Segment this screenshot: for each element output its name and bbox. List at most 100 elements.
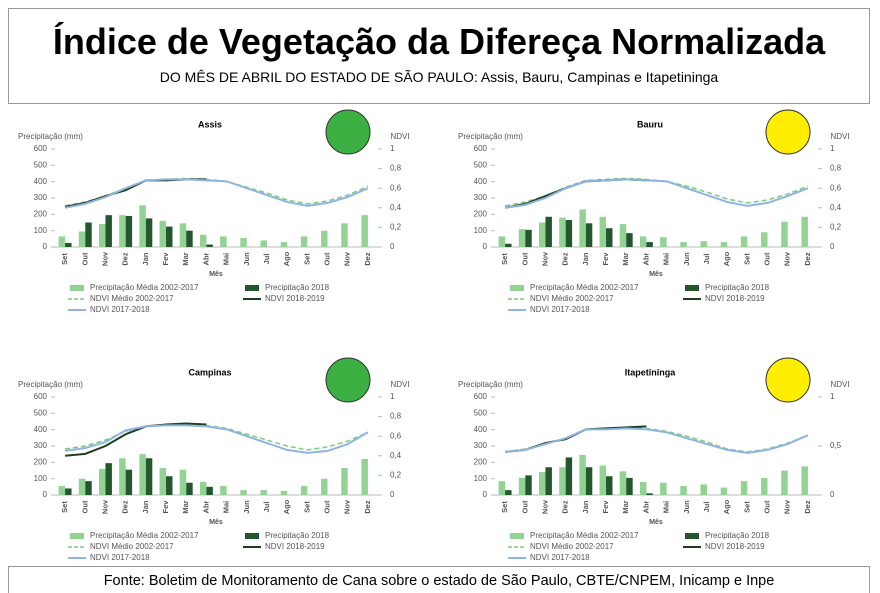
bar bbox=[545, 216, 552, 247]
y-tick-label: 600 bbox=[34, 144, 48, 153]
bar bbox=[186, 230, 193, 247]
bar bbox=[781, 470, 788, 495]
bar bbox=[639, 481, 647, 495]
x-tick-label: Abr bbox=[201, 252, 210, 265]
ndvi-line bbox=[504, 177, 809, 207]
bar bbox=[680, 486, 687, 495]
y-tick-label: 500 bbox=[474, 160, 488, 169]
footer: Fonte: Boletim de Monitoramento de Cana … bbox=[8, 566, 870, 593]
bar bbox=[186, 482, 193, 495]
bar bbox=[599, 216, 607, 247]
y2-tick-label: 0,4 bbox=[390, 451, 402, 460]
bar bbox=[260, 240, 267, 247]
bar bbox=[660, 237, 667, 247]
legend-label: Precipitação 2018 bbox=[705, 283, 770, 292]
legend-swatch bbox=[685, 285, 699, 291]
bar bbox=[240, 490, 247, 495]
x-tick-label: Nov bbox=[343, 499, 352, 514]
bar bbox=[700, 484, 707, 495]
y2-tick-label: 0,2 bbox=[390, 471, 402, 480]
bar bbox=[740, 236, 748, 247]
y-tick-label: 0 bbox=[483, 490, 488, 499]
bar bbox=[159, 220, 167, 247]
bar bbox=[498, 236, 506, 247]
x-tick-label: Abr bbox=[201, 500, 210, 513]
bar bbox=[78, 231, 86, 247]
y-tick-label: 100 bbox=[474, 474, 488, 483]
x-tick-label: Fev bbox=[161, 252, 170, 266]
x-tick-label: Ago bbox=[722, 499, 731, 514]
x-tick-label: Jan bbox=[581, 252, 590, 265]
legend-swatch bbox=[70, 533, 84, 539]
x-tick-label: Mai bbox=[662, 253, 671, 266]
bar bbox=[518, 477, 526, 495]
y2-axis-title: NDVI bbox=[390, 380, 409, 389]
chart-title: Itapetininga bbox=[625, 367, 676, 377]
y-tick-label: 600 bbox=[34, 392, 48, 401]
legend-label: Precipitação Média 2002-2017 bbox=[90, 531, 199, 540]
y2-tick-label: 0,8 bbox=[390, 412, 402, 421]
bar bbox=[740, 481, 748, 495]
x-tick-label: Dez bbox=[121, 500, 130, 514]
bar bbox=[85, 481, 92, 495]
x-tick-label: Jun bbox=[682, 500, 691, 514]
bar bbox=[199, 481, 207, 495]
bar bbox=[498, 481, 506, 495]
bar bbox=[539, 222, 546, 247]
x-tick-label: Jan bbox=[141, 252, 150, 265]
status-indicator bbox=[765, 357, 811, 403]
y2-tick-label: 0,4 bbox=[830, 203, 842, 212]
bar bbox=[280, 242, 288, 247]
x-tick-label: Out bbox=[763, 500, 772, 513]
bar bbox=[505, 490, 512, 495]
x-tick-label: Set bbox=[500, 253, 509, 265]
legend-swatch bbox=[685, 533, 699, 539]
y2-tick-label: 1 bbox=[390, 144, 395, 153]
status-indicator bbox=[325, 357, 371, 403]
bar bbox=[280, 490, 288, 495]
y2-axis-title: NDVI bbox=[830, 380, 849, 389]
bar bbox=[85, 222, 92, 247]
y2-tick-label: 0 bbox=[390, 490, 395, 499]
y-tick-label: 0 bbox=[483, 242, 488, 251]
bar bbox=[720, 487, 728, 495]
x-tick-label: Dez bbox=[561, 252, 570, 266]
bar bbox=[559, 467, 566, 495]
y2-axis-title: NDVI bbox=[390, 132, 409, 141]
x-tick-label: Ago bbox=[282, 499, 291, 514]
x-tick-label: Dez bbox=[121, 252, 130, 266]
y2-tick-label: 1 bbox=[830, 144, 835, 153]
ndvi-line bbox=[64, 178, 369, 209]
y-tick-label: 500 bbox=[474, 408, 488, 417]
x-tick-label: Set bbox=[500, 501, 509, 513]
ndvi-line bbox=[64, 177, 369, 207]
x-tick-label: Nov bbox=[343, 251, 352, 266]
bar bbox=[525, 475, 532, 495]
bar bbox=[518, 229, 526, 247]
ndvi-line bbox=[504, 425, 647, 453]
x-tick-label: Out bbox=[520, 252, 529, 265]
y-axis-title: Precipitação (mm) bbox=[458, 132, 523, 141]
x-tick-label: Out bbox=[323, 252, 332, 265]
bar bbox=[321, 478, 328, 495]
x-tick-label: Mai bbox=[222, 501, 231, 514]
status-indicator bbox=[765, 109, 811, 155]
x-tick-label: Mar bbox=[621, 252, 630, 265]
bar bbox=[240, 238, 247, 247]
bar bbox=[220, 236, 227, 247]
chart-title: Bauru bbox=[637, 119, 663, 129]
y-tick-label: 400 bbox=[34, 177, 48, 186]
bar bbox=[300, 236, 308, 247]
x-tick-label: Jul bbox=[262, 254, 271, 265]
bar bbox=[179, 469, 187, 495]
chart-panel: Assis Precipitação (mm) NDVI Mês 0 100 200 300 4… bbox=[18, 109, 410, 314]
chart-title: Assis bbox=[198, 119, 222, 129]
bar bbox=[606, 476, 613, 495]
page-title: Índice de Vegetação da Difereça Normaliz… bbox=[52, 21, 826, 62]
y-tick-label: 500 bbox=[34, 160, 48, 169]
bar bbox=[166, 476, 173, 495]
y-axis-title: Precipitação (mm) bbox=[18, 132, 83, 141]
bar bbox=[579, 209, 586, 247]
